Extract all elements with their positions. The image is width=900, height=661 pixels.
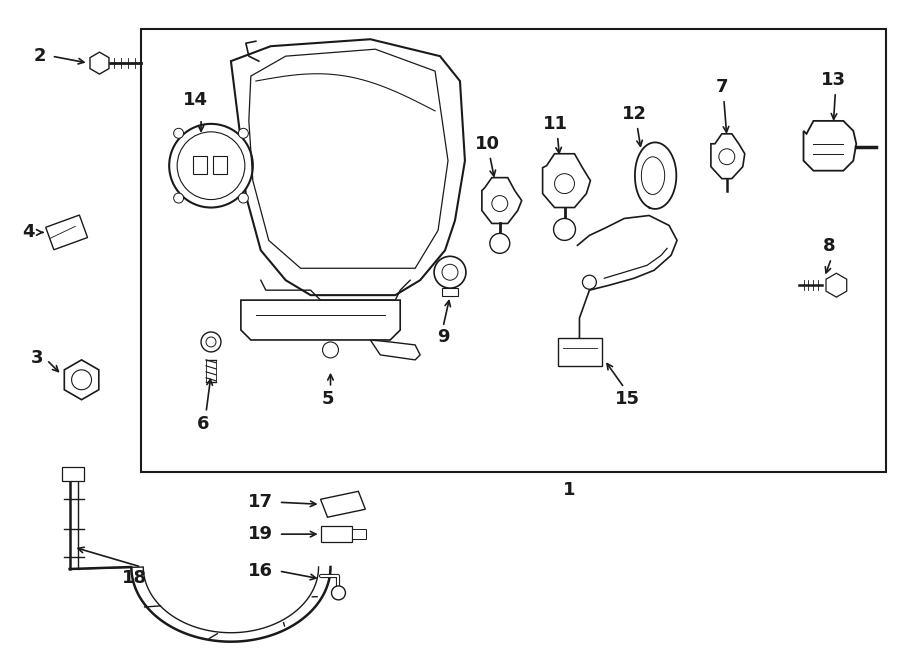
Text: 15: 15 bbox=[615, 390, 640, 408]
Bar bbox=[61, 467, 84, 481]
Text: 1: 1 bbox=[563, 481, 576, 499]
Text: 13: 13 bbox=[821, 71, 846, 89]
Polygon shape bbox=[804, 121, 856, 171]
Circle shape bbox=[174, 193, 184, 203]
Text: 3: 3 bbox=[31, 349, 43, 367]
Text: 7: 7 bbox=[716, 78, 728, 96]
Circle shape bbox=[322, 342, 338, 358]
Circle shape bbox=[177, 132, 245, 200]
Text: 2: 2 bbox=[33, 47, 46, 65]
Text: 5: 5 bbox=[321, 390, 334, 408]
Text: 4: 4 bbox=[22, 223, 35, 241]
Polygon shape bbox=[711, 134, 745, 178]
Bar bbox=[353, 529, 366, 539]
Polygon shape bbox=[231, 39, 465, 295]
Text: 9: 9 bbox=[436, 328, 449, 346]
Circle shape bbox=[169, 124, 253, 208]
Bar bbox=[194, 156, 207, 174]
Bar bbox=[320, 526, 353, 542]
Text: 17: 17 bbox=[248, 493, 274, 511]
Polygon shape bbox=[320, 491, 365, 517]
Polygon shape bbox=[64, 360, 99, 400]
Polygon shape bbox=[241, 300, 400, 340]
Text: 18: 18 bbox=[122, 569, 147, 587]
Circle shape bbox=[490, 233, 509, 253]
Bar bbox=[213, 156, 227, 174]
Polygon shape bbox=[46, 215, 87, 250]
Polygon shape bbox=[370, 340, 420, 360]
Polygon shape bbox=[826, 273, 847, 297]
Text: 8: 8 bbox=[824, 237, 836, 255]
Text: 11: 11 bbox=[543, 115, 568, 133]
Text: 14: 14 bbox=[183, 91, 208, 109]
Polygon shape bbox=[482, 178, 522, 223]
Circle shape bbox=[434, 256, 466, 288]
Bar bbox=[557, 338, 602, 366]
Circle shape bbox=[174, 128, 184, 138]
Bar bbox=[141, 29, 886, 473]
Circle shape bbox=[554, 219, 575, 241]
Text: 19: 19 bbox=[248, 525, 274, 543]
Text: 10: 10 bbox=[475, 135, 500, 153]
Text: 6: 6 bbox=[197, 414, 210, 433]
Polygon shape bbox=[90, 52, 109, 74]
Text: 12: 12 bbox=[622, 105, 647, 123]
Bar bbox=[442, 288, 458, 296]
Circle shape bbox=[238, 193, 248, 203]
Circle shape bbox=[201, 332, 221, 352]
Circle shape bbox=[238, 128, 248, 138]
Circle shape bbox=[582, 275, 597, 289]
Polygon shape bbox=[543, 154, 590, 208]
Text: 16: 16 bbox=[248, 562, 274, 580]
Circle shape bbox=[331, 586, 346, 600]
